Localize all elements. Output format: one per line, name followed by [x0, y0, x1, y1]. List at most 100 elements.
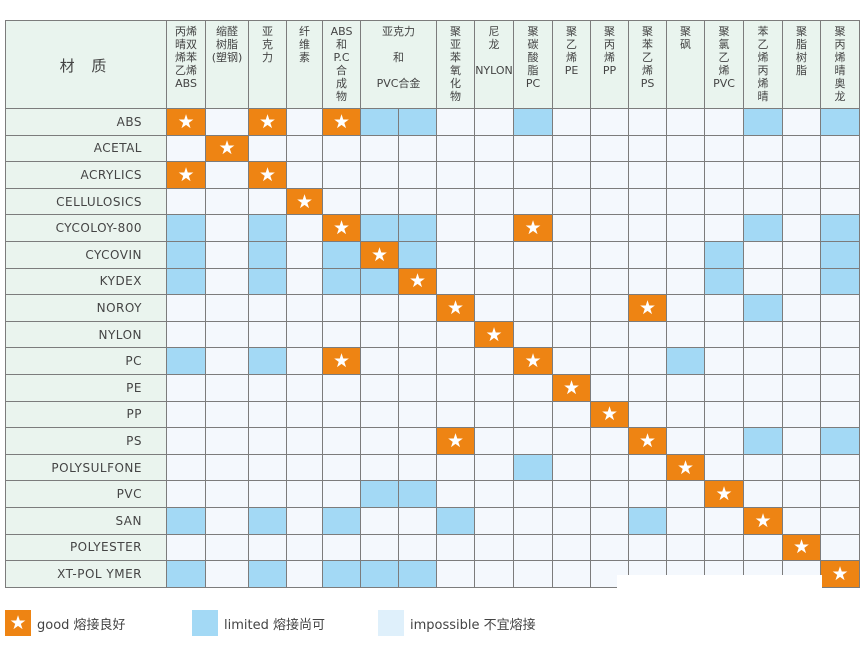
cell-impossible	[248, 187, 287, 216]
table-row: SAN ★	[5, 506, 860, 535]
cell-impossible	[782, 453, 821, 482]
cell-impossible	[436, 161, 475, 189]
cell-impossible	[166, 400, 206, 429]
cell-good: ★	[436, 427, 475, 455]
cell-impossible	[436, 400, 475, 429]
cell-impossible	[286, 427, 323, 455]
column-header: 苯 乙 烯 丙 烯 晴	[743, 20, 783, 109]
cell-impossible	[704, 373, 744, 402]
star-icon: ★	[258, 110, 277, 133]
star-icon: ★	[524, 217, 542, 240]
cell-limited	[398, 240, 437, 269]
cell-impossible	[552, 240, 591, 269]
cell-impossible	[474, 187, 514, 216]
cell-impossible	[782, 400, 821, 429]
cell-impossible	[205, 187, 249, 216]
cell-impossible	[820, 187, 860, 216]
cell-impossible	[205, 161, 249, 189]
row-label: KYDEX	[5, 267, 167, 296]
cell-impossible	[322, 400, 361, 429]
cell-impossible	[590, 294, 629, 322]
cell-impossible	[513, 161, 553, 189]
cell-impossible	[820, 161, 860, 189]
cell-impossible	[286, 214, 323, 242]
cell-good: ★	[820, 560, 860, 588]
cell-impossible	[666, 427, 705, 455]
cell-limited	[513, 108, 553, 136]
star-icon: ★	[600, 403, 619, 426]
cell-good: ★	[666, 453, 705, 482]
column-header: 聚 亚 苯 氧 化 物	[436, 20, 475, 109]
cell-limited	[360, 214, 399, 242]
cell-impossible	[474, 373, 514, 402]
cell-impossible	[286, 453, 323, 482]
cell-impossible	[474, 267, 514, 296]
cell-impossible	[552, 453, 591, 482]
cell-impossible	[474, 480, 514, 508]
row-label: POLYESTER	[5, 533, 167, 562]
star-icon: ★	[524, 350, 542, 373]
cell-impossible	[552, 533, 591, 562]
cell-limited	[398, 108, 437, 136]
row-label: CELLULOSICS	[5, 187, 167, 216]
cell-impossible	[474, 453, 514, 482]
cell-impossible	[474, 347, 514, 375]
cell-good: ★	[782, 533, 821, 562]
cell-impossible	[166, 134, 206, 163]
cell-limited	[166, 214, 206, 242]
star-icon: ★	[177, 163, 195, 186]
cell-impossible	[590, 453, 629, 482]
column-header: 聚 苯 乙 烯 PS	[628, 20, 667, 109]
cell-impossible	[436, 533, 475, 562]
cell-impossible	[166, 480, 206, 508]
cell-impossible	[205, 347, 249, 375]
cell-impossible	[474, 214, 514, 242]
cell-impossible	[286, 347, 323, 375]
cell-impossible	[513, 427, 553, 455]
cell-good: ★	[628, 427, 667, 455]
cell-impossible	[782, 427, 821, 455]
star-icon: ★	[754, 509, 772, 532]
cell-impossible	[205, 108, 249, 136]
cell-impossible	[474, 560, 514, 588]
cell-impossible	[782, 347, 821, 375]
row-label: PVC	[5, 480, 167, 508]
cell-limited	[166, 560, 206, 588]
cell-limited	[628, 506, 667, 535]
cell-impossible	[513, 400, 553, 429]
cell-impossible	[552, 347, 591, 375]
cell-good: ★	[398, 267, 437, 296]
cell-impossible	[782, 320, 821, 349]
cell-limited	[360, 108, 399, 136]
table-row: ABS ★ ★ ★	[5, 108, 860, 136]
cell-limited	[360, 560, 399, 588]
cell-impossible	[360, 294, 399, 322]
cell-impossible	[782, 108, 821, 136]
cell-impossible	[322, 533, 361, 562]
star-icon: ★	[792, 536, 811, 559]
star-icon: ★	[446, 429, 465, 452]
cell-limited	[820, 427, 860, 455]
cell-impossible	[248, 427, 287, 455]
cell-impossible	[704, 427, 744, 455]
row-label: PS	[5, 427, 167, 455]
cell-impossible	[248, 480, 287, 508]
cell-impossible	[552, 480, 591, 508]
cell-impossible	[782, 134, 821, 163]
cell-impossible	[820, 134, 860, 163]
cell-impossible	[704, 533, 744, 562]
cell-impossible	[704, 161, 744, 189]
cell-impossible	[704, 347, 744, 375]
cell-impossible	[205, 533, 249, 562]
cell-impossible	[628, 400, 667, 429]
cell-impossible	[666, 240, 705, 269]
row-label: ABS	[5, 108, 167, 136]
cell-impossible	[704, 320, 744, 349]
cell-impossible	[286, 134, 323, 163]
cell-impossible	[166, 187, 206, 216]
column-header: 纤 维 素	[286, 20, 323, 109]
cell-impossible	[360, 400, 399, 429]
column-header: 聚 丙 烯 晴 奥 龙	[820, 20, 860, 109]
table-row: NYLON ★	[5, 320, 860, 349]
cell-good: ★	[704, 480, 744, 508]
